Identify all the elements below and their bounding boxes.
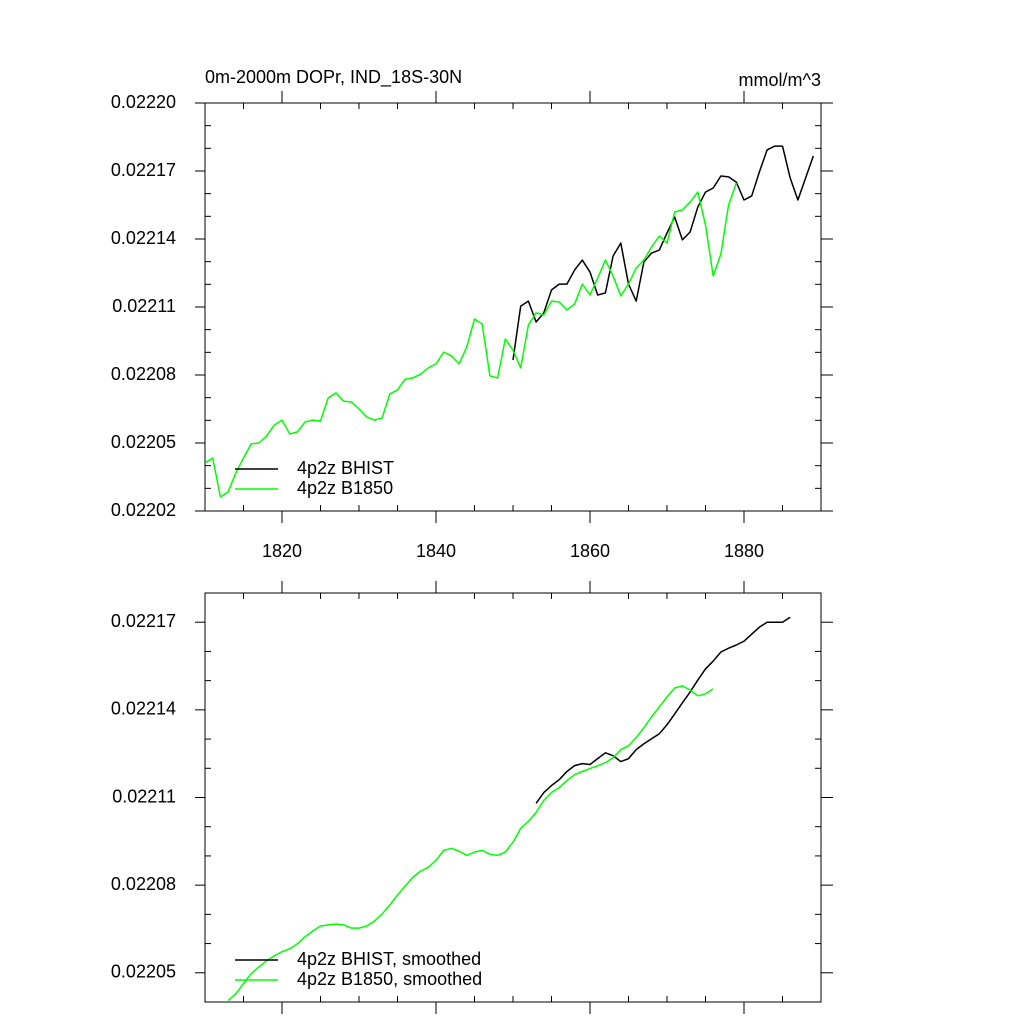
y-tick-label: 0.02214 [111, 228, 176, 248]
y-tick-label: 0.02220 [111, 92, 176, 112]
series-line [512, 145, 815, 361]
y-tick-label: 0.02217 [111, 611, 176, 631]
chart-title: 0m-2000m DOPr, IND_18S-30N [205, 67, 462, 88]
legend-label: 4p2z B1850 [297, 478, 393, 498]
unit-label: mmol/m^3 [739, 70, 821, 90]
y-tick-label: 0.02205 [111, 432, 176, 452]
x-tick-label: 1860 [570, 541, 610, 561]
y-tick-label: 0.02217 [111, 160, 176, 180]
plot-frame [204, 592, 822, 1003]
x-tick-label: 1820 [262, 541, 302, 561]
y-tick-label: 0.02202 [111, 500, 176, 520]
series-line [227, 685, 714, 1002]
series-line [535, 616, 791, 804]
y-tick-label: 0.02205 [111, 962, 176, 982]
legend-label: 4p2z B1850, smoothed [297, 969, 482, 989]
legend-label: 4p2z BHIST, smoothed [297, 949, 481, 969]
y-tick-label: 0.02211 [112, 296, 176, 316]
legend-label: 4p2z BHIST [297, 458, 394, 478]
x-tick-label: 1880 [724, 541, 764, 561]
y-tick-label: 0.02211 [112, 786, 176, 806]
y-tick-label: 0.02214 [111, 699, 176, 719]
y-tick-label: 0.02208 [111, 874, 176, 894]
series-line [205, 182, 738, 498]
x-tick-label: 1840 [416, 541, 456, 561]
plot-frame [204, 102, 822, 512]
y-tick-label: 0.02208 [111, 364, 176, 384]
